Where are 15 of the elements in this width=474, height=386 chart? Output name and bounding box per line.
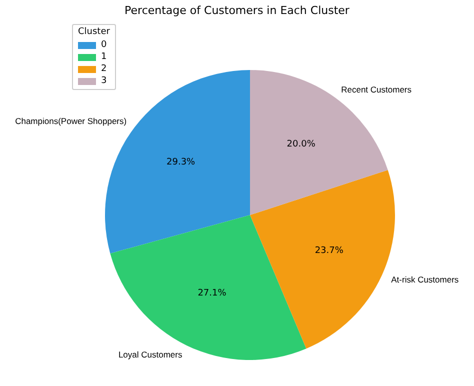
data-label: 23.7% [314, 246, 344, 256]
data-label: 29.3% [166, 157, 196, 168]
text: Champions(Power Shoppers) [15, 116, 127, 126]
data-label: 20.0% [286, 140, 316, 150]
legend-label: 0 [101, 40, 107, 50]
legend-label: 2 [101, 64, 107, 74]
legend-label: 3 [101, 76, 107, 86]
legend-title: Cluster [78, 27, 110, 37]
chart-title: Percentage of Customers in Each Cluster [124, 4, 350, 17]
legend-label: 1 [101, 52, 107, 62]
text: Recent Customers [341, 84, 412, 94]
data-label: 27.1% [198, 288, 227, 298]
pie-slice [110, 215, 306, 360]
text: At-risk Customers [391, 274, 459, 284]
text: Loyal Customers [118, 350, 182, 360]
